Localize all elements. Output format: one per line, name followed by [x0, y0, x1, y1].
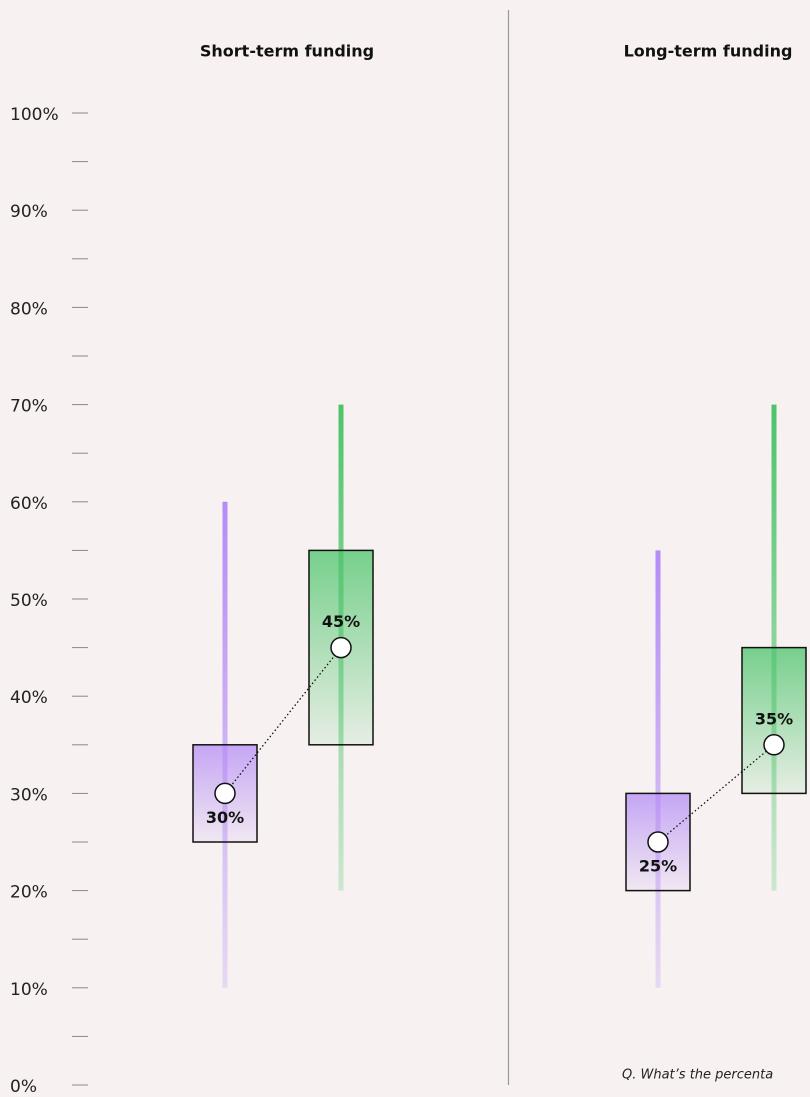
y-tick-label: 0%: [10, 1077, 37, 1097]
y-tick-label: 40%: [10, 688, 48, 708]
y-tick-label: 50%: [10, 591, 48, 611]
box: [741, 646, 807, 795]
median-label: 25%: [639, 857, 677, 876]
y-tick-label: 90%: [10, 202, 48, 222]
panel-title: Long-term funding: [624, 42, 793, 61]
median-label: 30%: [206, 808, 244, 827]
y-tick-label: 60%: [10, 494, 48, 514]
median-label: 45%: [322, 612, 360, 631]
median: [330, 636, 352, 659]
median: [763, 734, 785, 756]
y-tick-label: 100%: [10, 105, 59, 125]
y-tick-label: 20%: [10, 883, 48, 903]
median: [647, 831, 669, 853]
connector: [224, 647, 342, 794]
median: [214, 782, 236, 805]
y-tick-label: 30%: [10, 785, 48, 805]
panel-title: Short-term funding: [200, 42, 374, 61]
median-label: 35%: [755, 709, 793, 728]
connector: [657, 744, 775, 843]
footnote: Q. What’s the percenta: [622, 1068, 773, 1083]
y-tick-label: 10%: [10, 980, 48, 1000]
y-tick-label: 70%: [10, 397, 48, 417]
y-tick-label: 80%: [10, 299, 48, 319]
whisker: [655, 550, 661, 988]
